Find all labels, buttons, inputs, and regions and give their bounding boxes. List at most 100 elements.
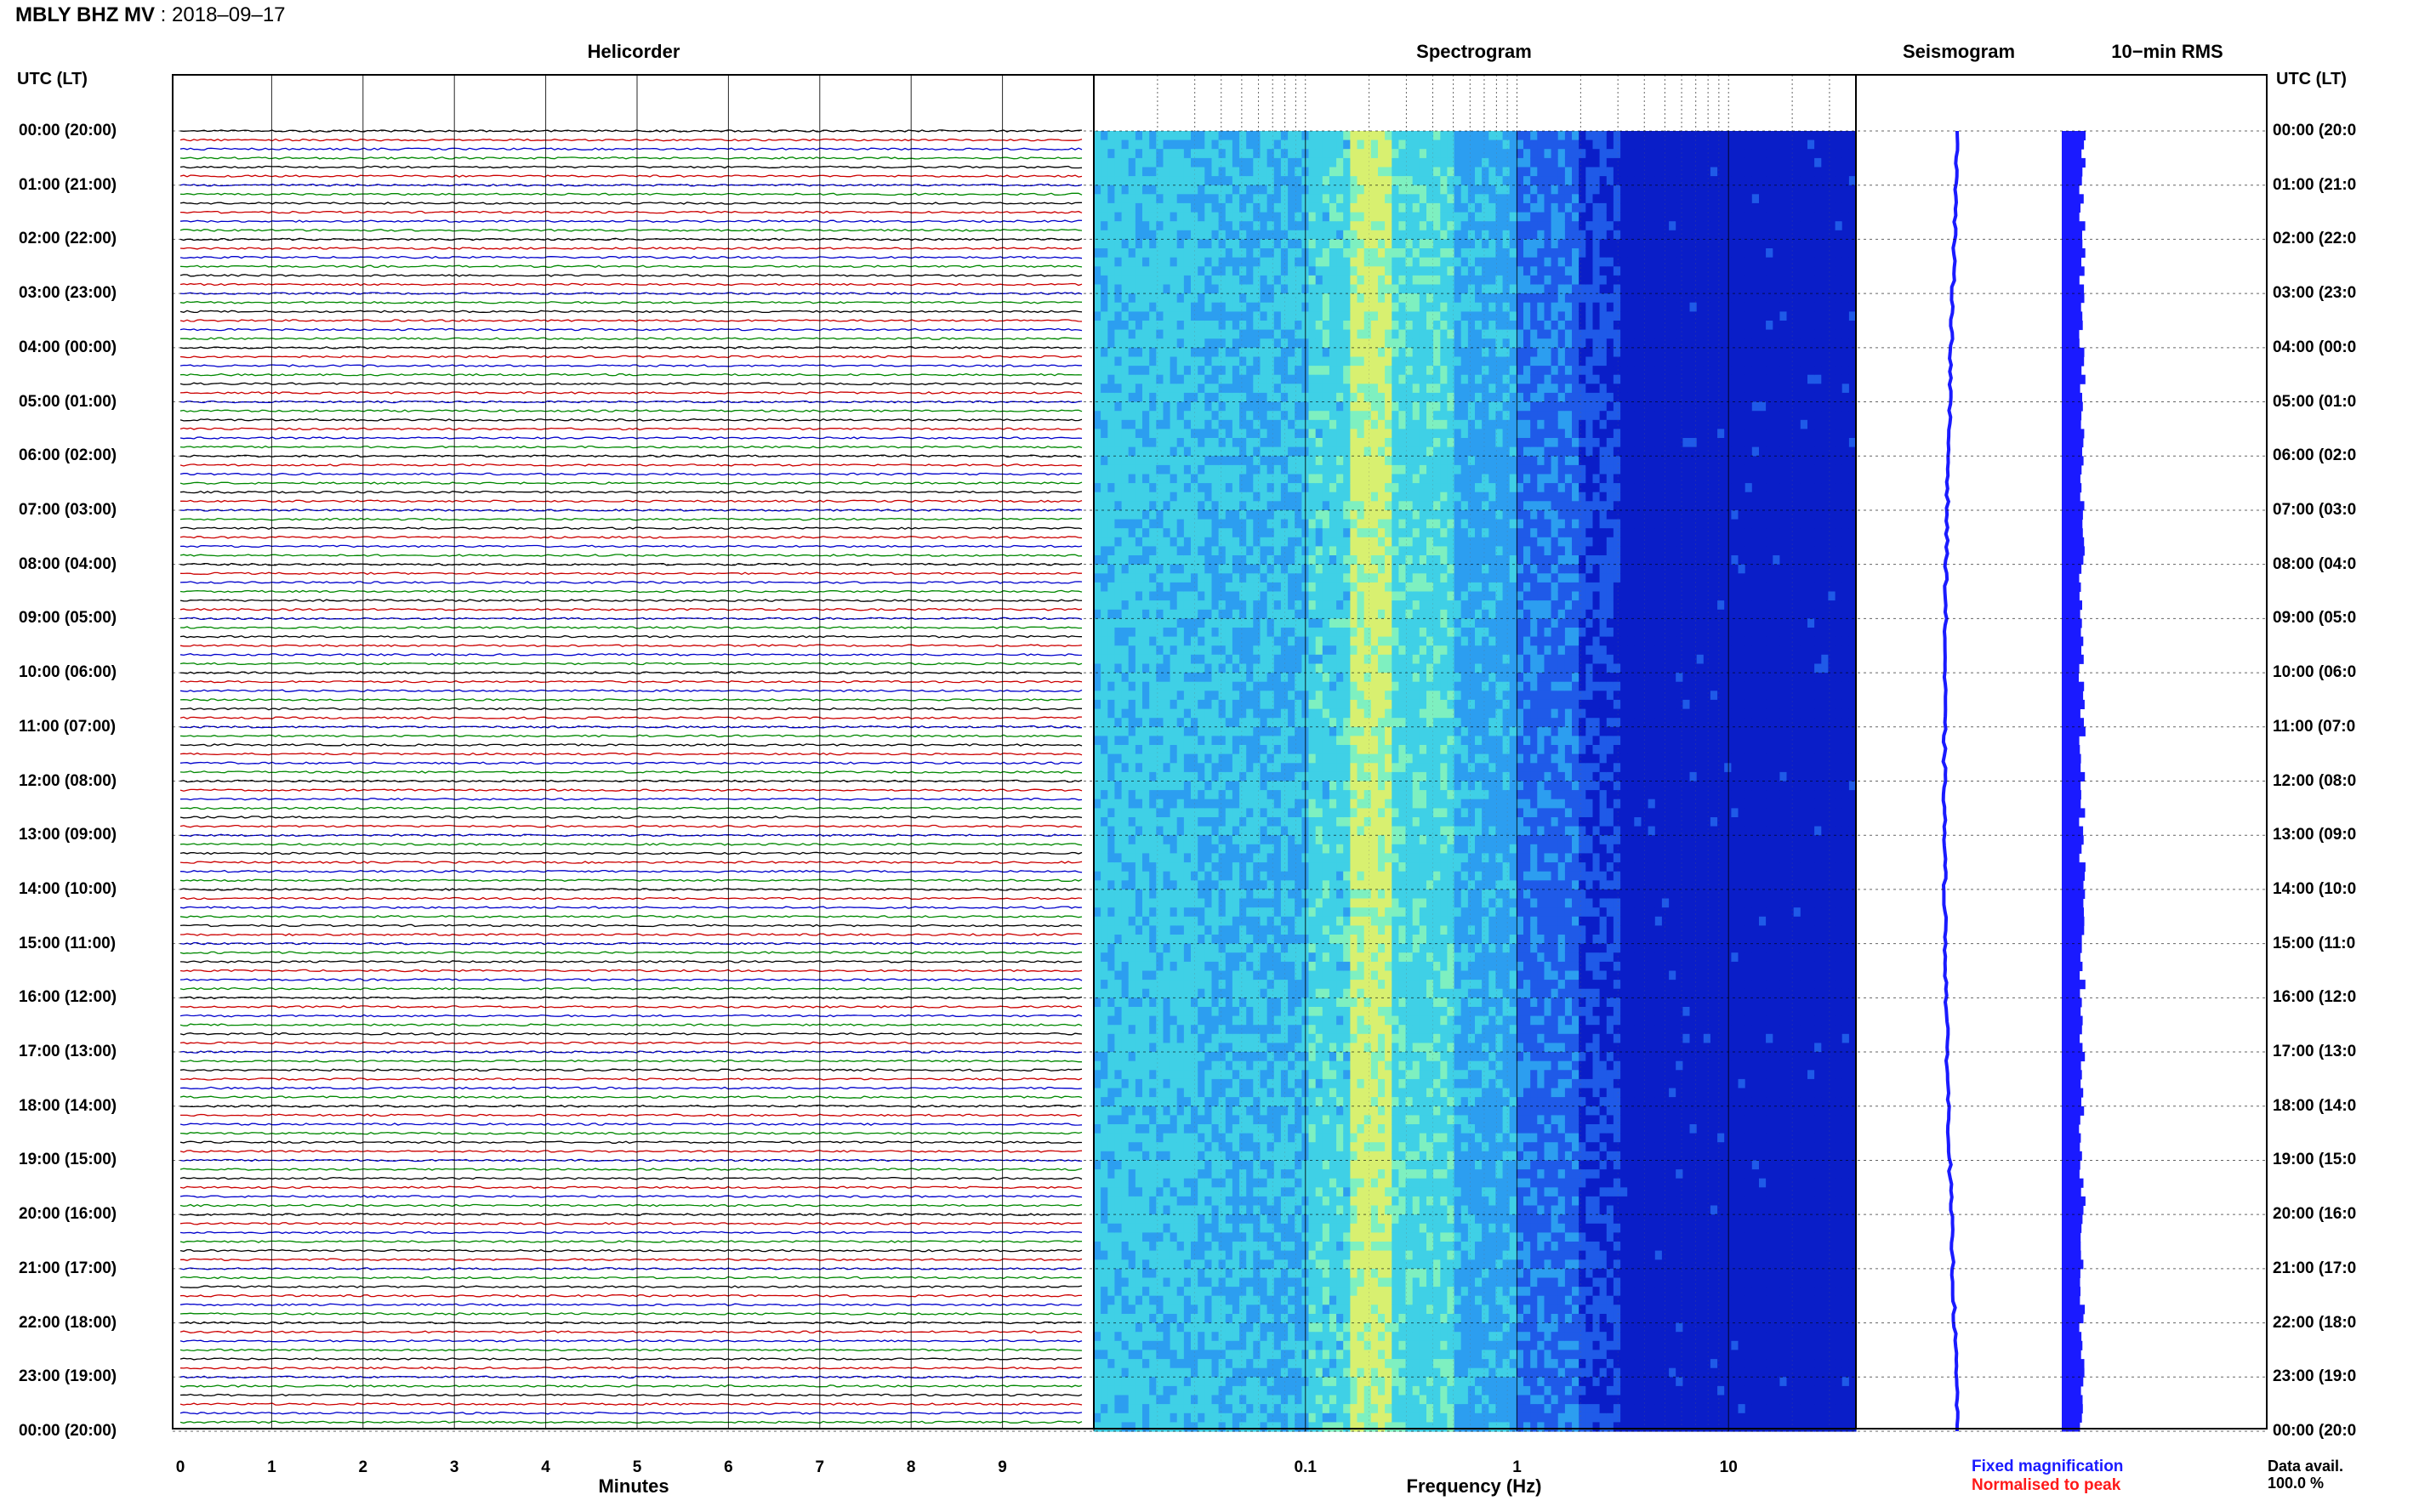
spectrogram-cell — [1239, 790, 1247, 800]
spectrogram-cell — [1273, 374, 1282, 384]
spectrogram-cell — [1295, 411, 1302, 421]
spectrogram-cell — [1260, 1259, 1268, 1270]
spectrogram-cell — [1163, 573, 1171, 583]
spectrogram-cell — [1280, 474, 1289, 484]
spectrogram-cell — [1163, 456, 1171, 466]
spectrogram-cell — [1239, 880, 1247, 890]
spectrogram-cell — [1239, 1151, 1247, 1161]
spectrogram-cell — [1204, 889, 1212, 900]
spectrogram-cell — [1183, 519, 1192, 529]
spectrogram-cell — [1183, 221, 1192, 231]
spectrogram-cell — [1121, 438, 1130, 448]
spectrogram-cell — [1101, 1142, 1108, 1152]
spectrogram-cell — [1170, 636, 1178, 646]
spectrogram-cell — [1156, 356, 1164, 367]
spectrogram-cell — [1176, 202, 1185, 213]
spectrogram-cell — [1142, 519, 1150, 529]
spectrogram-cell — [1121, 1250, 1130, 1260]
spectrogram-cell — [1232, 1106, 1240, 1116]
spectrogram-cell — [1191, 1187, 1198, 1197]
spectrogram-cell — [1273, 510, 1282, 520]
spectrogram-cell — [1260, 266, 1268, 276]
spectrogram-cell — [1329, 356, 1337, 367]
spectrogram-cell — [1315, 952, 1323, 963]
spectrogram-cell — [1288, 745, 1295, 755]
spectrogram-cell — [1239, 221, 1247, 231]
spectrogram-cell — [1183, 871, 1192, 881]
spectrogram-cell — [1218, 257, 1227, 267]
spectrogram-cell — [1128, 392, 1136, 403]
spectrogram-cell — [1295, 1088, 1302, 1098]
spectrogram-cell — [1308, 844, 1317, 854]
spectrogram-cell — [1253, 708, 1261, 719]
spectrogram-cell — [1204, 618, 1212, 628]
spectrogram-cell — [1156, 980, 1164, 990]
spectrogram-cell — [1273, 564, 1282, 574]
spectrogram-cell — [1315, 609, 1323, 619]
spectrogram-cell — [1211, 654, 1220, 664]
spectrogram-cell — [1246, 519, 1254, 529]
spectrogram-cell — [1288, 1404, 1295, 1414]
spectrogram-cell — [1322, 1277, 1330, 1287]
spectrogram-cell — [1260, 1295, 1268, 1305]
seismogram-title: Seismogram — [1902, 41, 2016, 62]
spectrogram-cell — [1211, 284, 1220, 294]
spectrogram-cell — [1135, 329, 1143, 339]
spectrogram-cell — [1246, 483, 1254, 493]
spectrogram-cell — [1149, 1242, 1157, 1252]
spectrogram-cell — [1128, 799, 1136, 809]
spectrogram-cell — [1225, 790, 1233, 800]
spectrogram-cell — [1183, 1196, 1192, 1207]
spectrogram-cell — [1225, 212, 1233, 222]
spectrogram-cell — [1156, 492, 1164, 502]
spectrogram-cell — [1288, 519, 1295, 529]
spectrogram-cell — [1273, 880, 1282, 890]
spectrogram-cell — [1239, 537, 1247, 547]
spectrogram-cell — [1266, 185, 1275, 195]
spectrogram-cell — [1295, 284, 1302, 294]
spectrogram-cell — [1163, 988, 1171, 998]
spectrogram-cell — [1107, 1007, 1115, 1017]
spectrogram-cell — [1128, 826, 1136, 836]
spectrogram-cell — [1163, 356, 1171, 367]
spectrogram-cell — [1266, 474, 1275, 484]
spectrogram-cell — [1204, 1268, 1212, 1279]
spectrogram-cell — [1163, 1359, 1171, 1369]
spectrogram-cell — [1273, 275, 1282, 286]
spectrogram-cell — [1239, 212, 1247, 222]
spectrogram-cell — [1183, 1142, 1192, 1152]
spectrogram-cell — [1142, 157, 1150, 168]
spectrogram-cell — [1204, 943, 1212, 953]
spectrogram-cell — [1260, 139, 1268, 150]
spectrogram-cell — [1225, 474, 1233, 484]
spectrogram-cell — [1280, 790, 1289, 800]
spectrogram-cell — [1315, 663, 1323, 674]
spectrogram-cell — [1211, 618, 1220, 628]
spectrogram-cell — [1135, 293, 1143, 304]
spectrogram-cell — [1239, 935, 1247, 945]
spectrogram-cell — [1204, 139, 1212, 150]
spectrogram-cell — [1114, 628, 1123, 638]
spectrogram-cell — [1101, 1359, 1108, 1369]
spectrogram-cell — [1295, 311, 1302, 321]
spectrogram-cell — [1288, 1242, 1295, 1252]
spectrogram-cell — [1149, 1277, 1157, 1287]
spectrogram-cell — [1101, 564, 1108, 574]
spectrogram-cell — [1273, 1287, 1282, 1297]
spectrogram-cell — [1266, 546, 1275, 556]
spectrogram-cell — [1183, 591, 1192, 601]
spectrogram-cell — [1135, 1367, 1143, 1378]
spectrogram-cell — [1253, 347, 1261, 357]
spectrogram-cell — [1288, 998, 1295, 1008]
spectrogram-cell — [1225, 609, 1233, 619]
spectrogram-cell — [1295, 1097, 1302, 1107]
spectrogram-cell — [1156, 1196, 1164, 1207]
spectrogram-cell — [1176, 853, 1185, 863]
spectrogram-cell — [1315, 907, 1323, 918]
spectrogram-cell — [1128, 212, 1136, 222]
spectrogram-cell — [1315, 374, 1323, 384]
spectrogram-cell — [1142, 1033, 1150, 1043]
spectrogram-cell — [1266, 600, 1275, 611]
spectrogram-cell — [1163, 1133, 1171, 1143]
spectrogram-cell — [1246, 1413, 1254, 1423]
